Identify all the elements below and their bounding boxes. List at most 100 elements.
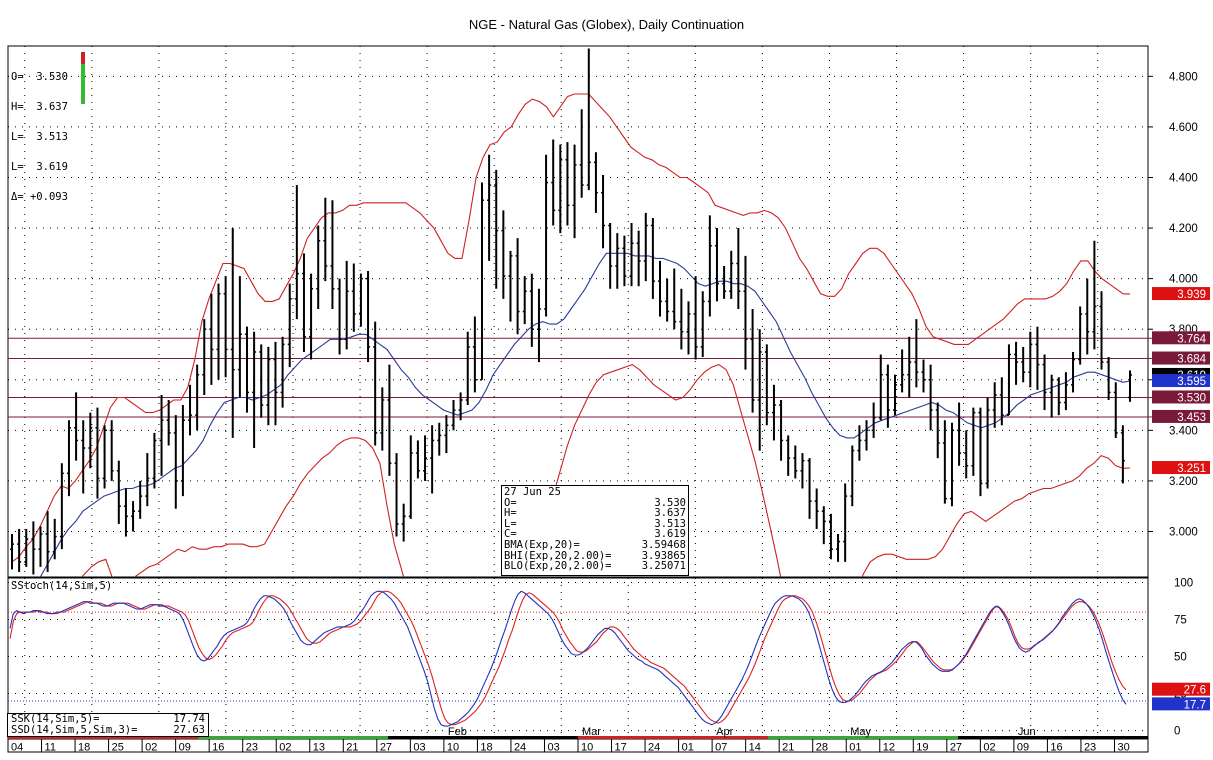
data-window-label: H=: [504, 507, 517, 520]
upper-bollinger-band: [11, 93, 1131, 563]
ohlc-high-value: 3.637: [36, 101, 68, 113]
x-tick-label: 18: [78, 742, 90, 754]
ohlc-open-label: O=: [11, 71, 24, 83]
ohlc-low-label: L=: [11, 131, 24, 143]
ssk-line: [9, 590, 1127, 727]
readout-red-strip: [81, 52, 85, 64]
session-strip: [768, 736, 958, 739]
stoch-value-label: 17.7: [1184, 699, 1206, 711]
x-tick-label: 09: [179, 742, 191, 754]
session-strip: [578, 736, 768, 739]
ssk-value: 17.74: [173, 713, 205, 725]
data-window-value: 3.513: [654, 517, 686, 530]
session-strip: [388, 736, 578, 739]
ohlc-change-value: +0.093: [29, 191, 68, 203]
y-tick-label: 4.200: [1169, 223, 1198, 235]
x-tick-label: 23: [246, 742, 258, 754]
month-label: Apr: [716, 726, 733, 738]
x-tick-label: 19: [916, 742, 928, 754]
x-tick-label: 02: [983, 742, 995, 754]
session-strip: [8, 736, 198, 739]
level-label-box: [1152, 390, 1210, 404]
price-label: 3.595: [1177, 376, 1206, 388]
ohlc-low-value: 3.513: [36, 131, 68, 143]
x-tick-label: 13: [313, 742, 325, 754]
x-tick-label: 03: [547, 742, 559, 754]
lower-bollinger-band: [80, 363, 1131, 577]
ohlc-open-value: 3.530: [36, 71, 68, 83]
ssd-value: 27.63: [173, 724, 205, 736]
data-window-value: 3.530: [654, 496, 686, 509]
month-label: Jun: [1018, 726, 1036, 738]
x-tick-label: 12: [883, 742, 895, 754]
data-window-label: O=: [504, 496, 517, 509]
price-label-box: [1152, 287, 1210, 301]
stoch-y-tick-label: 75: [1174, 614, 1187, 626]
chart-title: NGE - Natural Gas (Globex), Daily Contin…: [468, 17, 745, 32]
x-tick-label: 16: [1050, 742, 1062, 754]
data-window-label: BMA(Exp,20)=: [504, 538, 580, 551]
data-window-value: 3.59468: [641, 538, 686, 551]
x-tick-label: 02: [279, 742, 291, 754]
y-tick-label: 4.800: [1169, 71, 1198, 83]
data-window-label: BLO(Exp,20,2.00)=: [504, 560, 612, 573]
x-tick-label: 14: [749, 742, 761, 754]
price-label: 3.251: [1177, 463, 1206, 475]
x-tick-label: 17: [615, 742, 627, 754]
x-tick-label: 10: [447, 742, 459, 754]
y-tick-label: 3.400: [1169, 425, 1198, 437]
stoch-y-tick-label: 0: [1174, 726, 1180, 738]
ohlc-last-label: L=: [11, 161, 24, 173]
stoch-y-tick-label: 100: [1174, 577, 1193, 589]
data-window-value: 3.619: [654, 528, 686, 541]
ssd-label: SSD(14,Sim,5,Sim,3)=: [11, 724, 138, 736]
x-tick-label: 01: [849, 742, 861, 754]
price-label-box: [1152, 461, 1210, 475]
x-tick-label: 23: [1084, 742, 1096, 754]
level-label-box: [1152, 409, 1210, 423]
x-tick-label: 07: [715, 742, 727, 754]
x-tick-label: 16: [212, 742, 224, 754]
x-tick-label: 09: [1017, 742, 1029, 754]
data-window-value: 3.637: [654, 507, 686, 520]
stoch-values-box: SSK(14,Sim,5)= 17.74 SSD(14,Sim,5,Sim,3)=…: [7, 713, 209, 737]
stoch-panel-label: SStoch(14,Sim,5): [11, 580, 113, 592]
level-label: 3.530: [1177, 392, 1206, 404]
month-label: May: [850, 726, 871, 738]
ohlc-high-label: H=: [11, 101, 24, 113]
stoch-y-tick-label: 50: [1174, 652, 1187, 664]
session-strip: [198, 736, 388, 739]
data-window-label: L=: [504, 517, 517, 530]
x-tick-label: 18: [480, 742, 492, 754]
ohlc-readout: O= 3.530 H= 3.637 L= 3.513 L= 3.619 Δ= +…: [11, 52, 68, 212]
y-tick-label: 4.600: [1169, 122, 1198, 134]
session-strip: [958, 736, 1148, 739]
x-tick-label: 04: [11, 742, 23, 754]
ohlc-change-label: Δ=: [11, 191, 24, 203]
ssk-label: SSK(14,Sim,5)=: [11, 713, 100, 725]
data-window-value: 3.25071: [641, 560, 686, 573]
ssd-line: [9, 590, 1127, 726]
y-tick-label: 3.200: [1169, 476, 1198, 488]
stoch-value-label-box: [1152, 682, 1210, 696]
x-tick-label: 25: [112, 742, 124, 754]
data-window-label: C=: [504, 528, 517, 541]
y-tick-label: 4.000: [1169, 274, 1198, 286]
month-label: Mar: [582, 726, 601, 738]
x-tick-label: 24: [648, 742, 660, 754]
data-window-value: 3.93865: [641, 549, 686, 562]
x-tick-label: 11: [45, 742, 56, 754]
price-plot: [8, 48, 1148, 577]
x-tick-label: 21: [782, 742, 794, 754]
level-label-box: [1152, 351, 1210, 365]
bollinger-moving-average: [39, 252, 1131, 577]
x-tick-label: 03: [413, 742, 425, 754]
x-tick-label: 01: [682, 742, 694, 754]
data-window-label: BHI(Exp,20,2.00)=: [504, 549, 612, 562]
level-label: 3.453: [1177, 412, 1206, 424]
y-tick-label: 3.000: [1169, 526, 1198, 538]
x-tick-label: 02: [145, 742, 157, 754]
price-label-box: [1152, 374, 1210, 388]
level-label: 3.684: [1177, 354, 1206, 366]
